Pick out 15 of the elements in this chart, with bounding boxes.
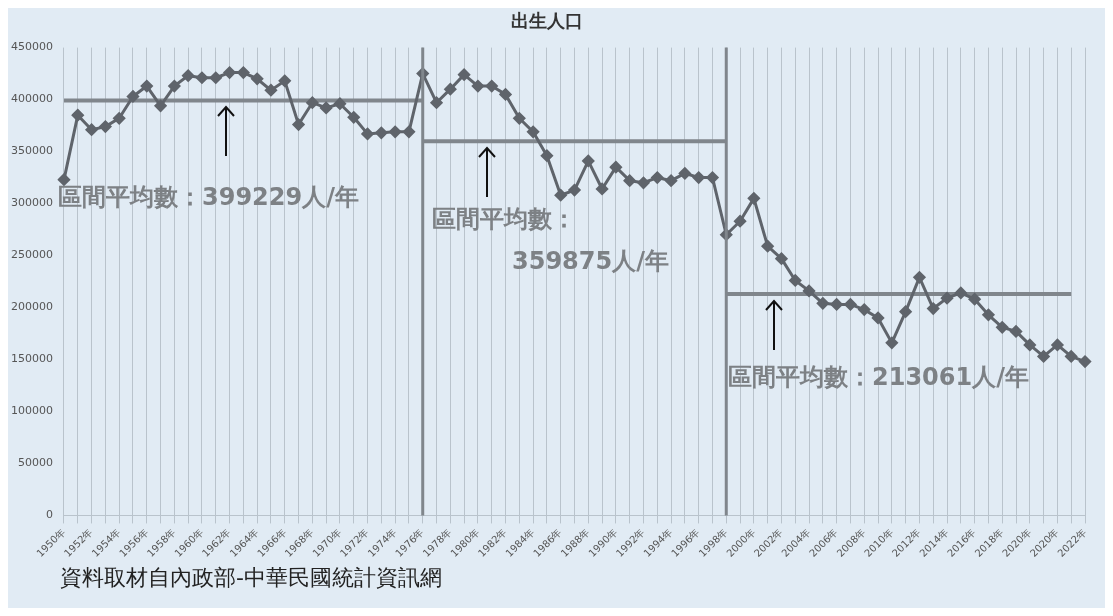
y-tick-label: 250000 [10, 248, 53, 262]
annotation: 區間平均數：213061人/年 [728, 362, 1029, 392]
chart-title: 出生人口 [510, 10, 583, 32]
y-tick-label: 300000 [10, 196, 53, 210]
text: 資料取材自內政部-中華民國統計資訊網 [59, 564, 443, 592]
y-tick-label: 150000 [10, 352, 53, 366]
y-tick-label: 50000 [17, 456, 53, 470]
y-tick-label: 0 [45, 508, 53, 522]
annotation: 區間平均數：399229人/年 [58, 182, 359, 212]
y-tick-label: 350000 [10, 144, 53, 158]
y-tick-label: 200000 [10, 300, 53, 314]
y-tick-label: 400000 [10, 92, 53, 106]
y-tick-label: 100000 [10, 404, 53, 418]
annotation: 區間平均數： 359875人/年 [432, 204, 669, 276]
y-tick-label: 450000 [10, 40, 53, 54]
